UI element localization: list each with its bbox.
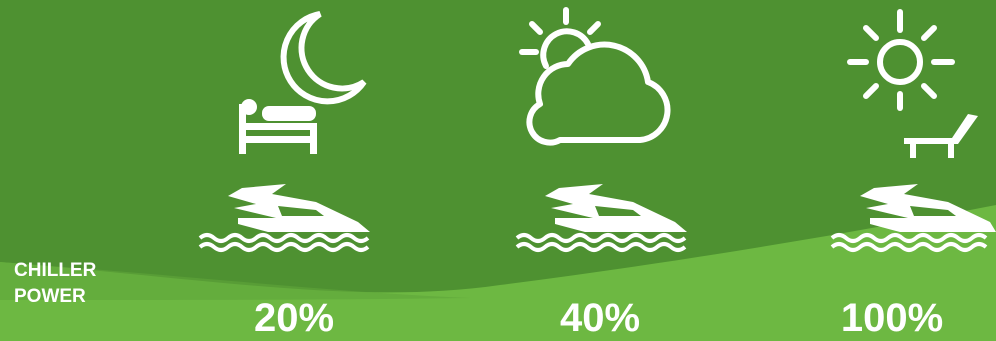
percent-sunny: 100% — [840, 296, 944, 340]
label-line-2: POWER — [14, 286, 86, 307]
background-swoosh — [0, 205, 996, 341]
chiller-power-label: CHILLER POWER — [14, 258, 96, 310]
sun-cloud-icon — [519, 7, 671, 146]
sun-lounger-icon — [904, 114, 978, 158]
percent-night: 20% — [253, 296, 335, 340]
yacht-icon — [830, 184, 996, 252]
sun-icon — [847, 9, 955, 111]
yacht-icon — [515, 184, 687, 252]
background-swoosh-shade — [0, 262, 470, 300]
label-line-1: CHILLER — [14, 260, 97, 281]
percent-cloudy: 40% — [559, 296, 641, 340]
bed-icon — [239, 99, 317, 154]
moon-icon — [280, 11, 367, 105]
yacht-icon — [198, 184, 370, 252]
